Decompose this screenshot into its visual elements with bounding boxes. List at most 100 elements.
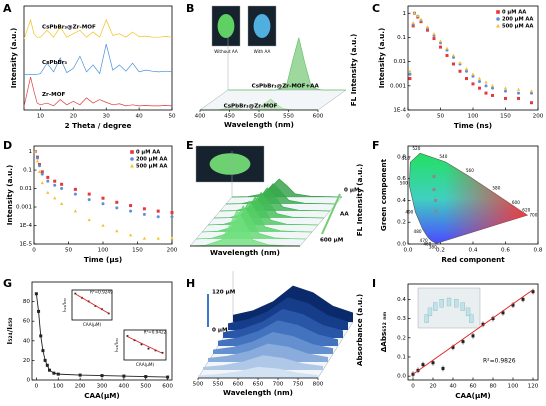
series-line <box>35 293 168 378</box>
data-point <box>78 373 82 377</box>
series-label: Zr-MOF <box>42 92 65 98</box>
data-point <box>140 343 143 346</box>
data-point <box>490 84 495 88</box>
data-point <box>53 183 57 187</box>
photo-glow <box>217 14 235 38</box>
data-point <box>142 212 146 216</box>
y-tick-label: 1E-4 <box>393 108 406 114</box>
photo-tube <box>469 314 474 323</box>
x-tick-label: 50 <box>168 114 176 120</box>
y-tick-label: 0.2 <box>397 335 406 341</box>
x-tick-label: 50 <box>437 114 445 120</box>
side-label: AA <box>340 212 349 218</box>
data-point <box>101 196 105 200</box>
y-tick-label: 1E-5 <box>19 242 32 248</box>
y-tick-label: 0.6 <box>397 176 406 182</box>
fit-line <box>127 336 163 354</box>
wavelength-label: 520 <box>412 146 420 151</box>
wavelength-label: 580 <box>492 185 500 190</box>
data-point <box>434 198 438 202</box>
x-tick-label: 0 <box>406 114 410 120</box>
data-point <box>115 229 119 233</box>
data-point <box>60 187 64 191</box>
data-point <box>37 309 41 313</box>
data-point <box>46 175 50 179</box>
data-point <box>530 101 533 105</box>
data-point <box>517 91 520 95</box>
data-point <box>411 24 415 28</box>
x-tick-label: 0.2 <box>436 248 445 254</box>
data-point <box>408 72 412 76</box>
x-tick-label: 600 <box>162 384 173 390</box>
series-label: CsPbBr₃ <box>42 60 68 66</box>
data-point <box>464 67 469 71</box>
panel-letter: E <box>186 139 194 152</box>
data-point <box>170 211 174 215</box>
data-point <box>517 96 520 100</box>
data-point <box>458 69 462 73</box>
data-point <box>115 206 119 210</box>
data-point <box>451 345 455 349</box>
legend-label: 200 μM AA <box>136 157 167 163</box>
data-point <box>503 86 508 90</box>
panel-letter: G <box>3 277 12 290</box>
legend-marker <box>496 10 500 14</box>
series-label: CsPbBr₃@Zr-MOF <box>224 104 278 110</box>
y-tick-label: 40 <box>23 338 31 344</box>
y-tick-label: 0.001 <box>16 205 32 211</box>
x-axis-label: CAA(μM) <box>455 391 490 400</box>
x-tick-label: 120 <box>528 384 539 390</box>
series-label: CsPbBr₃@Zr-MOF+AA <box>252 84 320 90</box>
data-point <box>471 72 475 76</box>
data-point <box>531 290 535 294</box>
data-point <box>412 11 417 15</box>
data-point <box>504 89 507 93</box>
data-point <box>170 236 174 240</box>
wavelength-label: 540 <box>439 154 447 159</box>
series-line <box>207 343 329 359</box>
x-tick-label: 500 <box>140 384 151 390</box>
x-tick-label: 100 <box>468 114 479 120</box>
x-tick-label: 20 <box>70 114 78 120</box>
x-axis-label: CAA(μM) <box>84 391 119 400</box>
legend-marker <box>130 150 134 154</box>
x-tick-label: 600 <box>233 382 244 388</box>
x-axis-label: Time (μs) <box>84 255 122 264</box>
x-tick-label: 700 <box>273 382 284 388</box>
data-point <box>53 179 57 183</box>
data-point <box>156 215 160 219</box>
x-tick-label: 300 <box>97 384 108 390</box>
y-tick-label: 1 <box>28 149 32 155</box>
data-point <box>35 159 40 163</box>
x-tick-label: 550 <box>213 382 224 388</box>
data-point <box>115 200 119 204</box>
data-point <box>38 164 42 168</box>
series-line <box>217 320 339 342</box>
y-axis-label: I₅₂₄/I₄₅₀ <box>5 318 14 345</box>
data-point <box>144 375 148 379</box>
data-point <box>73 187 77 191</box>
x-tick-label: 400 <box>119 384 130 390</box>
plot-frame <box>71 289 113 321</box>
series-fill <box>208 344 328 362</box>
annotation: R²=0.9422 <box>144 329 167 334</box>
inset-label: Without AA <box>214 49 238 54</box>
data-point <box>441 366 445 370</box>
series-fill <box>226 183 336 204</box>
data-point <box>40 181 44 185</box>
x-tick-label: 150 <box>500 114 511 120</box>
y-tick-label: 0.8 <box>397 154 406 160</box>
y-tick-label: 0.01 <box>20 186 33 192</box>
series-line <box>189 209 301 247</box>
data-point <box>484 80 488 84</box>
data-point <box>48 368 51 372</box>
wavelength-label: 470 <box>420 238 428 243</box>
panel-letter: A <box>3 2 12 15</box>
data-point <box>439 45 442 49</box>
data-point <box>87 218 91 222</box>
data-point <box>408 69 412 73</box>
inset-background <box>62 287 116 328</box>
y-tick-label: 0.1 <box>23 168 32 174</box>
series-line <box>23 76 173 107</box>
data-point <box>461 340 465 344</box>
